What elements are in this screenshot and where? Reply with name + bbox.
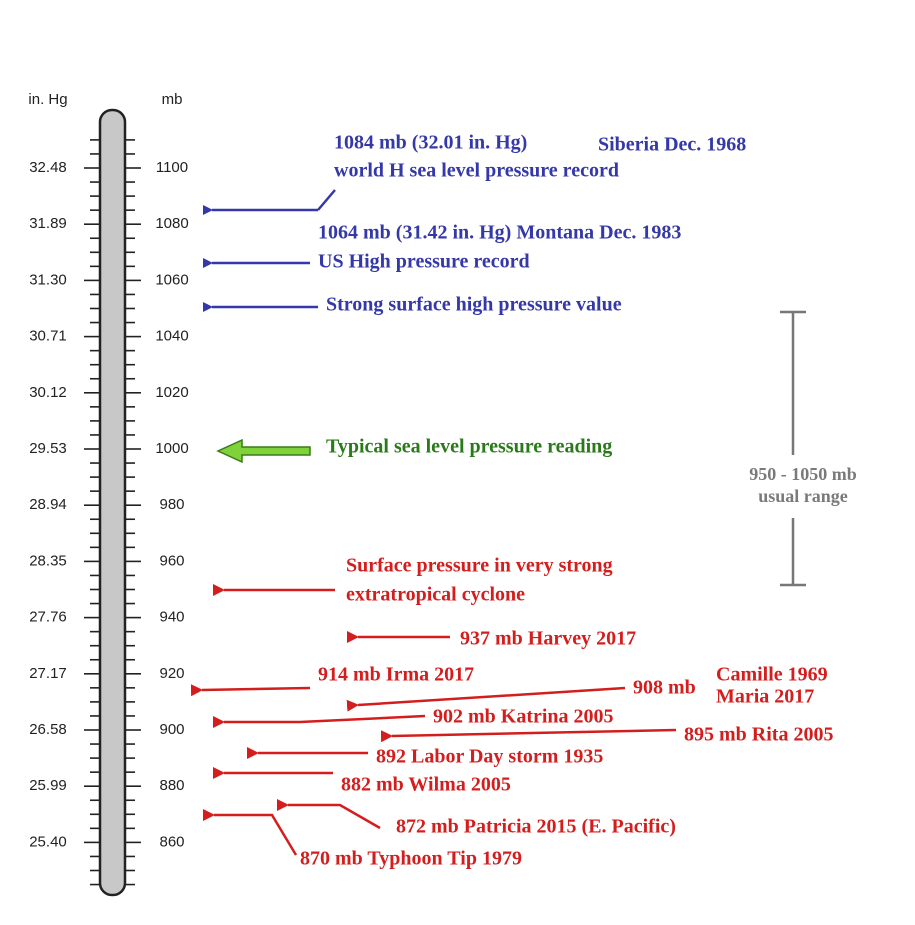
in-hg-label: 27.76 [29, 609, 67, 626]
barometer-scale: in. Hg mb 32.48 1100 31.89 1080 31.30 1060 30.… [28, 91, 189, 897]
annotation: 872 mb Patricia 2015 (E. Pacific) [396, 816, 676, 838]
annotation: US High pressure record [318, 251, 530, 273]
annotation: Typical sea level pressure reading [326, 436, 612, 458]
annotation: world H sea level pressure record [334, 160, 619, 182]
annotation: 914 mb Irma 2017 [318, 664, 474, 686]
mb-label: 860 [159, 833, 184, 850]
annotation: 908 mb [633, 677, 696, 699]
in-hg-label: 30.71 [29, 328, 67, 345]
mb-label: 1020 [155, 384, 188, 401]
annotation: 937 mb Harvey 2017 [460, 628, 636, 650]
annotation: 870 mb Typhoon Tip 1979 [300, 848, 522, 870]
in-hg-label: 30.12 [29, 384, 67, 401]
annotation: extratropical cyclone [346, 584, 525, 606]
mb-label: 900 [159, 721, 184, 738]
in-hg-label: 25.40 [29, 833, 67, 850]
arrow [277, 799, 381, 830]
range-bar [780, 310, 806, 587]
annotation: Camille 1969 [716, 664, 828, 686]
arrow [213, 714, 426, 728]
in-hg-label: 27.17 [29, 665, 67, 682]
arrow [190, 684, 311, 697]
in-hg-label: 28.94 [29, 496, 67, 513]
in-hg-label: 28.35 [29, 552, 67, 569]
left-header: in. Hg [28, 91, 67, 108]
annotation: Surface pressure in very strong [346, 555, 613, 577]
mb-label: 920 [159, 665, 184, 682]
mb-label: 1000 [155, 440, 188, 457]
annotation: 882 mb Wilma 2005 [341, 774, 511, 796]
range-label: 950 - 1050 mb [749, 464, 857, 484]
annotation: 1064 mb (31.42 in. Hg) Montana Dec. 1983 [318, 222, 681, 244]
arrow [212, 189, 336, 210]
annotation: 1084 mb (32.01 in. Hg) [334, 132, 527, 154]
annotation: Siberia Dec. 1968 [598, 134, 746, 156]
mercury-tube [98, 108, 127, 897]
in-hg-label: 31.89 [29, 215, 67, 232]
arrow [216, 438, 311, 464]
annotation: Maria 2017 [716, 686, 814, 708]
mb-label: 940 [159, 609, 184, 626]
mb-label: 880 [159, 777, 184, 794]
arrow [203, 809, 298, 856]
mb-label: 980 [159, 496, 184, 513]
arrow [380, 728, 677, 743]
mb-label: 1100 [156, 159, 188, 176]
mb-label: 1060 [155, 271, 188, 288]
mb-label: 960 [159, 552, 184, 569]
annotation: 892 Labor Day storm 1935 [376, 746, 603, 768]
mb-label: 1040 [155, 328, 188, 345]
mb-label: 1080 [155, 215, 188, 232]
annotation: Strong surface high pressure value [326, 294, 622, 316]
in-hg-label: 31.30 [29, 271, 67, 288]
arrow [346, 686, 626, 712]
in-hg-label: 32.48 [29, 159, 67, 176]
in-hg-label: 29.53 [29, 440, 67, 457]
annotation: 902 mb Katrina 2005 [433, 706, 614, 728]
range-label: usual range [758, 486, 848, 506]
right-header: mb [162, 91, 183, 108]
in-hg-label: 25.99 [29, 777, 67, 794]
annotation: 895 mb Rita 2005 [684, 724, 833, 746]
in-hg-label: 26.58 [29, 721, 67, 738]
